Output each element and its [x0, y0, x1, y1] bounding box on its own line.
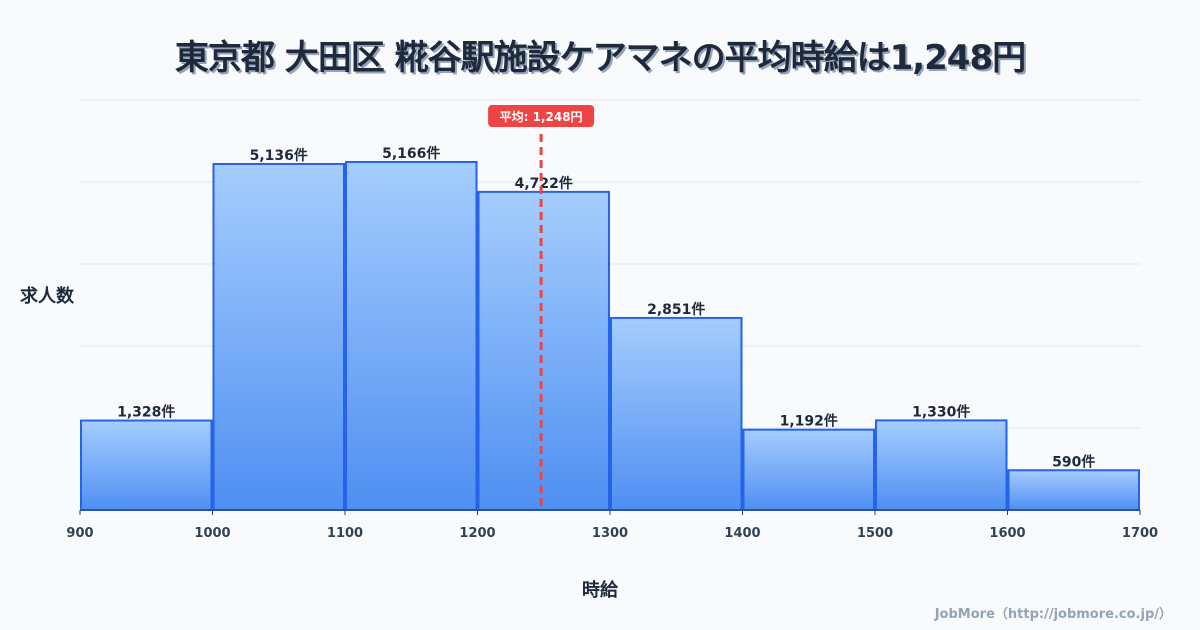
bar-value-label: 1,330件 — [912, 403, 970, 420]
x-tick-label: 1100 — [327, 526, 363, 541]
x-axis-label: 時給 — [582, 580, 618, 601]
histogram-bar — [875, 419, 1008, 511]
mean-label-badge — [488, 105, 595, 127]
x-tick-label: 1000 — [194, 526, 230, 541]
x-tick-label: 1500 — [857, 526, 893, 541]
histogram-bar — [212, 162, 345, 512]
x-tick-label: 1400 — [724, 526, 760, 541]
bar-value-label: 1,192件 — [780, 413, 838, 430]
x-tick-label: 900 — [66, 526, 93, 541]
histogram-bar — [477, 190, 610, 511]
credit-text: JobMore（http://jobmore.co.jp/） — [934, 607, 1172, 622]
x-tick-label: 1200 — [459, 526, 495, 541]
bar-value-label: 2,851件 — [647, 301, 705, 318]
histogram-bar — [610, 316, 743, 511]
bar-value-label: 4,722件 — [515, 175, 573, 192]
bar-value-label: 5,136件 — [250, 147, 308, 164]
chart-title: 東京都 大田区 糀谷駅施設ケアマネの平均時給は1,248円 — [174, 38, 1026, 78]
mean-label: 平均: 1,248円 — [500, 109, 583, 124]
histogram-bar — [742, 428, 875, 511]
bar-value-label: 590件 — [1052, 453, 1095, 470]
histogram-bar — [1007, 469, 1140, 512]
x-tick-label: 1600 — [989, 526, 1025, 541]
histogram-bar — [345, 160, 478, 512]
x-tick-label: 1300 — [592, 526, 628, 541]
histogram-bar — [80, 419, 213, 511]
y-axis-label: 求人数 — [20, 286, 74, 307]
bar-value-label: 5,166件 — [382, 145, 440, 162]
bar-value-label: 1,328件 — [117, 404, 175, 421]
x-tick-label: 1700 — [1122, 526, 1158, 541]
